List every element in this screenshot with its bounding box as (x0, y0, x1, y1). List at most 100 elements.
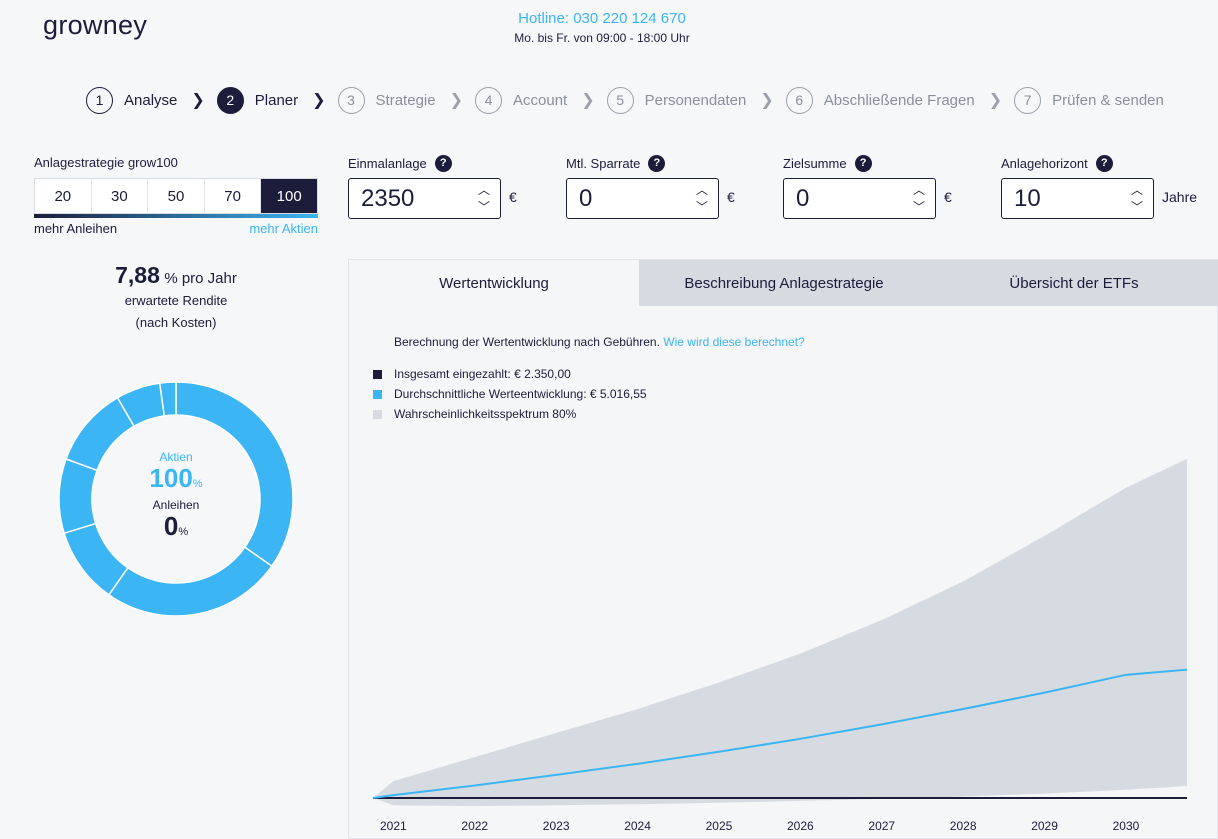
allocation-donut (59, 382, 293, 616)
chevron-down-icon[interactable]: ﹀ (477, 200, 490, 214)
step-label: Abschließende Fragen (823, 91, 975, 109)
chevron-up-icon[interactable]: ︿ (695, 183, 708, 197)
step-analyse[interactable]: 1 Analyse (86, 86, 178, 114)
chevron-up-icon[interactable]: ︿ (1130, 183, 1143, 197)
donut-segment (59, 458, 99, 535)
donut-segment (107, 546, 273, 616)
strategy-label: Anlagestrategie grow100 (34, 155, 178, 170)
legend-item: Insgesamt eingezahlt: € 2.350,00 (373, 364, 647, 384)
x-tick-label: 2028 (950, 819, 977, 833)
strategy-option-50[interactable]: 50 (148, 179, 205, 213)
step-abschliessende-fragen: 6 Abschließende Fragen (785, 86, 975, 114)
sparrate-input[interactable] (567, 179, 677, 218)
x-tick-label: 2030 (1113, 819, 1140, 833)
einmalanlage-label: Einmalanlage (348, 155, 427, 171)
help-icon[interactable]: ? (854, 154, 872, 172)
chevron-down-icon[interactable]: ﹀ (912, 200, 925, 214)
strategy-option-70[interactable]: 70 (205, 179, 262, 213)
step-label: Planer (254, 91, 299, 109)
step-number: 4 (475, 86, 502, 114)
legend-item: Durchschnittliche Werteentwicklung: € 5.… (373, 384, 647, 404)
einmalanlage-stepper: ︿ ﹀ (474, 181, 494, 216)
sparrate-stepper: ︿ ﹀ (692, 181, 712, 216)
anlagehorizont-label: Anlagehorizont (1001, 155, 1088, 171)
x-tick-label: 2023 (543, 819, 570, 833)
step-label: Prüfen & senden (1052, 91, 1164, 109)
chevron-right-icon: ❯ (581, 92, 595, 109)
x-tick-label: 2027 (868, 819, 895, 833)
zielsumme-box: ︿ ﹀ (783, 178, 936, 219)
strategy-option-20[interactable]: 20 (35, 179, 92, 213)
return-caption-1: erwartete Rendite (124, 293, 228, 308)
tab-beschreibung[interactable]: Beschreibung Anlagestrategie (639, 260, 929, 306)
help-icon[interactable]: ? (434, 154, 452, 172)
return-caption-2: (nach Kosten) (135, 315, 217, 330)
strategy-option-100[interactable]: 100 (261, 179, 317, 213)
stocks-label: Aktien (159, 450, 193, 464)
tab-etfs[interactable]: Übersicht der ETFs (929, 260, 1218, 306)
bonds-label: Anleihen (152, 498, 200, 512)
x-tick-label: 2021 (380, 819, 407, 833)
x-tick-label: 2025 (706, 819, 733, 833)
more-bonds-hint: mehr Anleihen (34, 221, 118, 236)
zielsumme-stepper: ︿ ﹀ (909, 181, 929, 216)
legend-label: Durchschnittliche Werteentwicklung: € 5.… (394, 387, 647, 401)
anlagehorizont-box: ︿ ﹀ (1001, 178, 1154, 219)
anlagehorizont-unit: Jahre (1162, 189, 1198, 205)
growney-logo[interactable]: growney (43, 10, 148, 40)
bonds-value: 0% (101, 512, 251, 546)
return-value: 7,88 (115, 262, 160, 288)
einmalanlage-input[interactable] (349, 179, 459, 218)
step-strategie: 3 Strategie (337, 86, 436, 114)
projection-panel: Wertentwicklung Beschreibung Anlagestrat… (348, 259, 1218, 839)
risk-gradient-bar (34, 214, 318, 218)
step-number: 6 (785, 86, 813, 114)
hotline-number[interactable]: Hotline: 030 220 124 670 (518, 10, 686, 27)
step-number: 5 (606, 86, 634, 114)
help-icon[interactable]: ? (648, 154, 666, 172)
step-label: Strategie (375, 91, 436, 109)
strategy-option-30[interactable]: 30 (92, 179, 149, 213)
chevron-up-icon[interactable]: ︿ (912, 183, 925, 197)
chevron-right-icon: ❯ (760, 92, 774, 109)
tab-wertentwicklung[interactable]: Wertentwicklung (349, 260, 639, 306)
donut-segment (175, 382, 293, 568)
step-label: Analyse (124, 91, 178, 109)
donut-segment (158, 382, 177, 417)
stocks-unit: % (192, 478, 203, 490)
zielsumme-field: Zielsumme? ︿ ﹀ € (783, 154, 952, 219)
zielsumme-input[interactable] (784, 179, 894, 218)
legend-item: Wahrscheinlichkeitsspektrum 80% (373, 404, 647, 424)
einmalanlage-box: ︿ ﹀ (348, 178, 501, 219)
chevron-down-icon[interactable]: ﹀ (1130, 200, 1143, 214)
chart-legend: Insgesamt eingezahlt: € 2.350,00 Durchsc… (373, 364, 647, 424)
chevron-right-icon: ❯ (191, 92, 205, 109)
zielsumme-unit: € (944, 189, 952, 205)
chevron-right-icon: ❯ (312, 92, 326, 109)
sparrate-box: ︿ ﹀ (566, 178, 719, 219)
zielsumme-label: Zielsumme (783, 155, 847, 171)
chevron-right-icon: ❯ (449, 92, 463, 109)
calc-link[interactable]: Wie wird diese berechnet? (663, 335, 805, 349)
projection-chart: 2021 2022 2023 2024 2025 2026 2027 2028 2029 2030 (372, 458, 1188, 833)
step-number: 3 (337, 86, 365, 114)
return-suffix: % pro Jahr (164, 270, 237, 287)
stocks-percent: 100 (149, 463, 193, 493)
calc-note: Berechnung der Wertentwicklung nach Gebü… (394, 335, 805, 349)
x-tick-label: 2029 (1031, 819, 1058, 833)
help-icon[interactable]: ? (1095, 154, 1113, 172)
chevron-up-icon[interactable]: ︿ (477, 183, 490, 197)
step-number: 7 (1014, 86, 1042, 114)
panel-tabs: Wertentwicklung Beschreibung Anlagestrat… (349, 260, 1218, 306)
step-number: 2 (216, 86, 244, 114)
step-planer[interactable]: 2 Planer (216, 86, 299, 114)
probability-band (373, 458, 1187, 807)
einmalanlage-field: Einmalanlage? ︿ ﹀ € (348, 154, 517, 219)
chevron-down-icon[interactable]: ﹀ (695, 200, 708, 214)
anlagehorizont-input[interactable] (1002, 179, 1112, 218)
step-label: Account (513, 91, 568, 109)
x-tick-label: 2026 (787, 819, 814, 833)
anlagehorizont-stepper: ︿ ﹀ (1127, 181, 1147, 216)
einmalanlage-unit: € (509, 189, 517, 205)
step-label: Personendaten (644, 91, 747, 109)
